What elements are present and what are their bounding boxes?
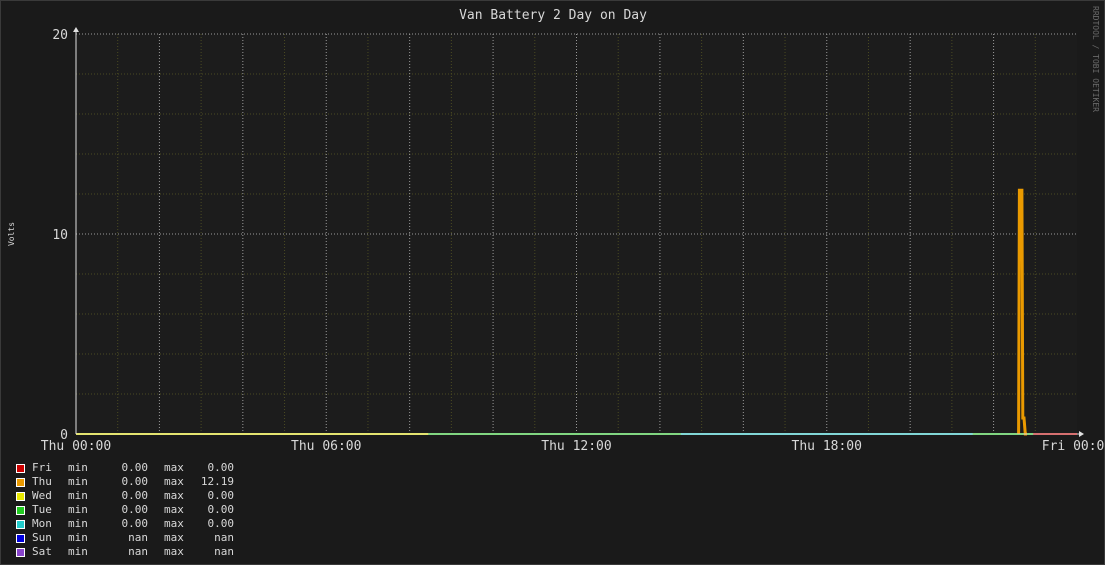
legend-max-label: max bbox=[164, 503, 184, 516]
legend-item-sat: Sat min nan max nan bbox=[16, 545, 234, 559]
legend-min-label: min bbox=[68, 531, 88, 544]
legend-max-label: max bbox=[164, 461, 184, 474]
y-tick-label: 20 bbox=[52, 28, 68, 43]
legend-min-label: min bbox=[68, 545, 88, 558]
legend-item-thu: Thu min 0.00 max 12.19 bbox=[16, 475, 234, 489]
legend-series-name: Wed bbox=[32, 489, 52, 502]
y-axis-arrow bbox=[73, 27, 79, 32]
legend-min-value: nan bbox=[128, 545, 148, 558]
legend-min-value: nan bbox=[128, 531, 148, 544]
y-axis-label: Volts bbox=[7, 222, 16, 246]
legend-series-name: Fri bbox=[32, 461, 52, 474]
legend-item-sun: Sun min nan max nan bbox=[16, 531, 234, 545]
legend-min-value: 0.00 bbox=[121, 503, 149, 516]
legend-max-value: nan bbox=[214, 531, 234, 544]
legend-series-name: Tue bbox=[32, 503, 52, 516]
legend-max-value: 0.00 bbox=[207, 489, 235, 502]
legend-max-label: max bbox=[164, 475, 184, 488]
legend-swatch bbox=[16, 463, 25, 473]
legend-min-label: min bbox=[68, 461, 88, 474]
legend-max-value: 0.00 bbox=[207, 517, 235, 530]
x-tick-label: Thu 12:00 bbox=[541, 439, 611, 454]
legend-item-wed: Wed min 0.00 max 0.00 bbox=[16, 489, 234, 503]
watermark: RRDTOOL / TOBI OETIKER bbox=[1091, 6, 1100, 112]
legend-swatch bbox=[16, 547, 25, 557]
x-tick-label: Fri 00:00 bbox=[1042, 439, 1104, 454]
axes: 0 10 20 Thu 00:00 Thu 06:00 Thu 12:00 Thu 18:0… bbox=[41, 27, 1104, 454]
legend-series-name: Thu bbox=[32, 475, 52, 488]
legend-swatch bbox=[16, 505, 25, 515]
legend-max-label: max bbox=[164, 545, 184, 558]
legend: Fri min 0.00 max 0.00 Thu min 0.00 max 12.19 Wed mi… bbox=[16, 461, 234, 559]
grid bbox=[76, 33, 1077, 434]
legend-max-value: 0.00 bbox=[207, 461, 235, 474]
legend-min-value: 0.00 bbox=[121, 517, 149, 530]
legend-item-fri: Fri min 0.00 max 0.00 bbox=[16, 461, 234, 475]
legend-max-value: 0.00 bbox=[207, 503, 235, 516]
legend-series-name: Sun bbox=[32, 531, 52, 544]
legend-min-value: 0.00 bbox=[121, 489, 149, 502]
legend-series-name: Sat bbox=[32, 545, 52, 558]
legend-max-label: max bbox=[164, 531, 184, 544]
legend-min-value: 0.00 bbox=[121, 461, 149, 474]
legend-swatch bbox=[16, 491, 25, 501]
legend-item-mon: Mon min 0.00 max 0.00 bbox=[16, 517, 234, 531]
legend-swatch bbox=[16, 533, 25, 543]
x-tick-label: Thu 06:00 bbox=[291, 439, 361, 454]
legend-min-label: min bbox=[68, 503, 88, 516]
legend-swatch bbox=[16, 519, 25, 529]
legend-min-value: 0.00 bbox=[121, 475, 149, 488]
y-tick-label: 10 bbox=[52, 228, 68, 243]
legend-min-label: min bbox=[68, 489, 88, 502]
legend-max-value: 12.19 bbox=[200, 475, 234, 488]
x-axis-arrow bbox=[1079, 431, 1084, 437]
legend-min-label: min bbox=[68, 517, 88, 530]
legend-min-label: min bbox=[68, 475, 88, 488]
legend-max-label: max bbox=[164, 517, 184, 530]
legend-series-name: Mon bbox=[32, 517, 52, 530]
legend-swatch bbox=[16, 477, 25, 487]
chart-title: Van Battery 2 Day on Day bbox=[459, 8, 647, 23]
legend-max-label: max bbox=[164, 489, 184, 502]
y-tick-label: 0 bbox=[60, 428, 68, 443]
x-tick-label: Thu 18:00 bbox=[792, 439, 862, 454]
legend-item-tue: Tue min 0.00 max 0.00 bbox=[16, 503, 234, 517]
x-tick-label: Thu 00:00 bbox=[41, 439, 111, 454]
legend-max-value: nan bbox=[214, 545, 234, 558]
